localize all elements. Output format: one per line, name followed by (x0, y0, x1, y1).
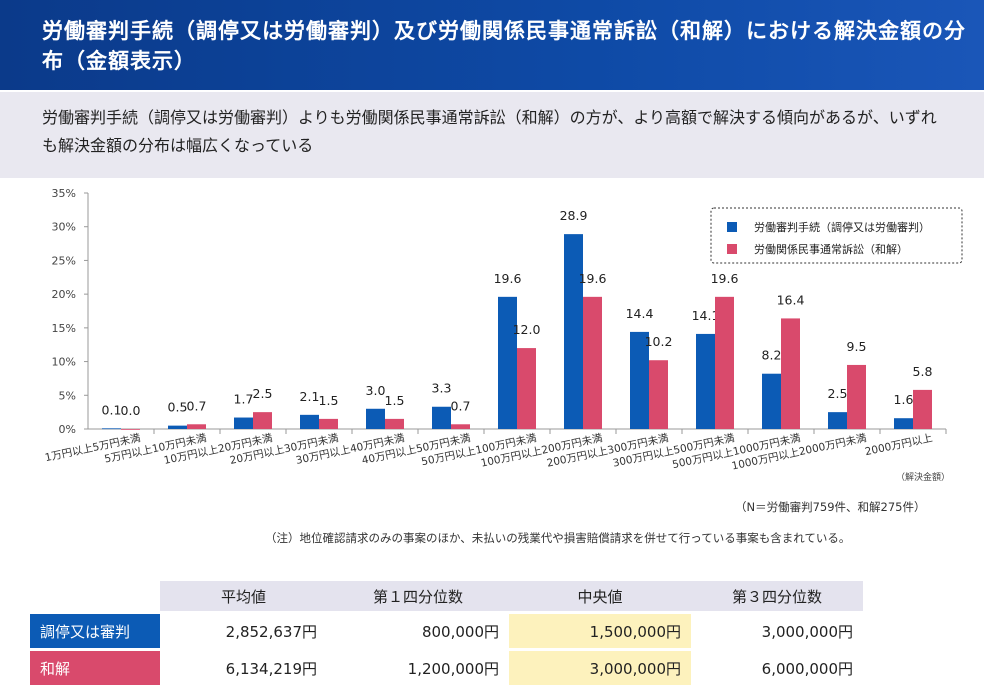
legend-swatch (727, 244, 737, 254)
data-label: 0.7 (187, 398, 207, 413)
col-header: 平均値 (160, 581, 327, 611)
y-tick-label: 10% (52, 356, 76, 369)
bar (630, 331, 649, 429)
table-row: 調停又は審判 2,852,637円 800,000円 1,500,000円 3,… (30, 614, 863, 648)
data-label: 10.2 (645, 334, 673, 349)
cell: 6,134,219円 (225, 659, 317, 678)
bar (828, 412, 847, 429)
y-tick-label: 35% (52, 187, 76, 200)
data-label: 19.6 (711, 271, 739, 286)
bar (234, 417, 253, 429)
bar (168, 425, 187, 429)
cell: 800,000円 (421, 622, 499, 641)
y-tick-label: 25% (52, 254, 76, 267)
bar (253, 412, 272, 429)
data-label: 2.5 (253, 386, 273, 401)
bar (121, 429, 140, 430)
data-label: 0.5 (168, 400, 188, 415)
bar (894, 418, 913, 429)
data-label: 0.1 (102, 402, 122, 417)
bar (498, 296, 517, 429)
bar (432, 406, 451, 429)
bar (564, 234, 583, 429)
bar (451, 424, 470, 429)
y-tick-label: 15% (52, 322, 76, 335)
row-label: 和解 (30, 651, 160, 685)
bar (300, 414, 319, 429)
data-label: 12.0 (513, 322, 541, 337)
y-tick-label: 0% (59, 423, 76, 436)
cell: 3,000,000円 (509, 651, 691, 685)
cell: 1,500,000円 (509, 614, 691, 648)
data-label: 3.3 (432, 381, 452, 396)
y-tick-label: 20% (52, 288, 76, 301)
bar (696, 333, 715, 429)
row-label: 調停又は審判 (30, 614, 160, 648)
data-label: 1.5 (319, 393, 339, 408)
legend-label: 労働審判手続（調停又は労働審判） (754, 220, 930, 234)
data-label: 14.4 (626, 306, 654, 321)
x-axis-title: （解決金額） (896, 471, 950, 483)
data-label: 2.5 (828, 386, 848, 401)
col-header: 第３四分位数 (691, 581, 863, 611)
legend-label: 労働関係民事通常訴訟（和解） (754, 242, 908, 256)
cell: 1,200,000円 (407, 659, 499, 678)
bar (781, 318, 800, 429)
bar (366, 408, 385, 429)
bar (913, 389, 932, 429)
data-label: 19.6 (494, 271, 522, 286)
data-label: 9.5 (847, 339, 867, 354)
table-row: 和解 6,134,219円 1,200,000円 3,000,000円 6,00… (30, 651, 863, 685)
bar (649, 360, 668, 429)
data-label: 19.6 (579, 271, 607, 286)
y-tick-label: 30% (52, 221, 76, 234)
legend-swatch (727, 222, 737, 232)
sample-size-note: （N＝労働審判759件、和解275件） (735, 500, 926, 514)
col-header: 第１四分位数 (327, 581, 509, 611)
bar (847, 364, 866, 429)
col-header: 中央値 (509, 581, 691, 611)
page-title: 労働審判手続（調停又は労働審判）及び労働関係民事通常訴訟（和解）における解決金額… (0, 0, 984, 90)
bar (517, 348, 536, 429)
corner-cell (30, 581, 160, 611)
bar (385, 418, 404, 429)
summary-table: 平均値 第１四分位数 中央値 第３四分位数 調停又は審判 2,852,637円 … (30, 578, 863, 688)
data-label: 2.1 (300, 389, 320, 404)
data-label: 5.8 (913, 364, 933, 379)
bar (187, 424, 206, 429)
bar (762, 373, 781, 429)
bar (583, 296, 602, 429)
table-header-row: 平均値 第１四分位数 中央値 第３四分位数 (30, 581, 863, 611)
cell: 2,852,637円 (225, 622, 317, 641)
bar (319, 418, 338, 429)
data-label: 0.7 (451, 398, 471, 413)
data-label: 3.0 (366, 383, 386, 398)
footnote: （注）地位確認請求のみの事案のほか、未払いの残業代や損害賠償請求を併せて行ってい… (265, 531, 851, 545)
data-label: 0.0 (121, 403, 141, 418)
y-tick-label: 5% (59, 389, 76, 402)
subtitle: 労働審判手続（調停又は労働審判）よりも労働関係民事通常訴訟（和解）の方が、より高… (0, 92, 984, 178)
cell: 3,000,000円 (761, 622, 853, 641)
data-label: 28.9 (560, 208, 588, 223)
cell: 6,000,000円 (761, 659, 853, 678)
data-label: 1.7 (234, 392, 254, 407)
legend-box (710, 207, 963, 264)
data-label: 16.4 (777, 292, 805, 307)
data-label: 1.5 (385, 393, 405, 408)
x-tick-label: 2000万円以上 (864, 432, 934, 458)
data-label: 8.2 (762, 348, 782, 363)
data-label: 14.1 (692, 308, 720, 323)
bar (102, 428, 121, 430)
bar (715, 296, 734, 429)
data-label: 1.6 (894, 392, 914, 407)
